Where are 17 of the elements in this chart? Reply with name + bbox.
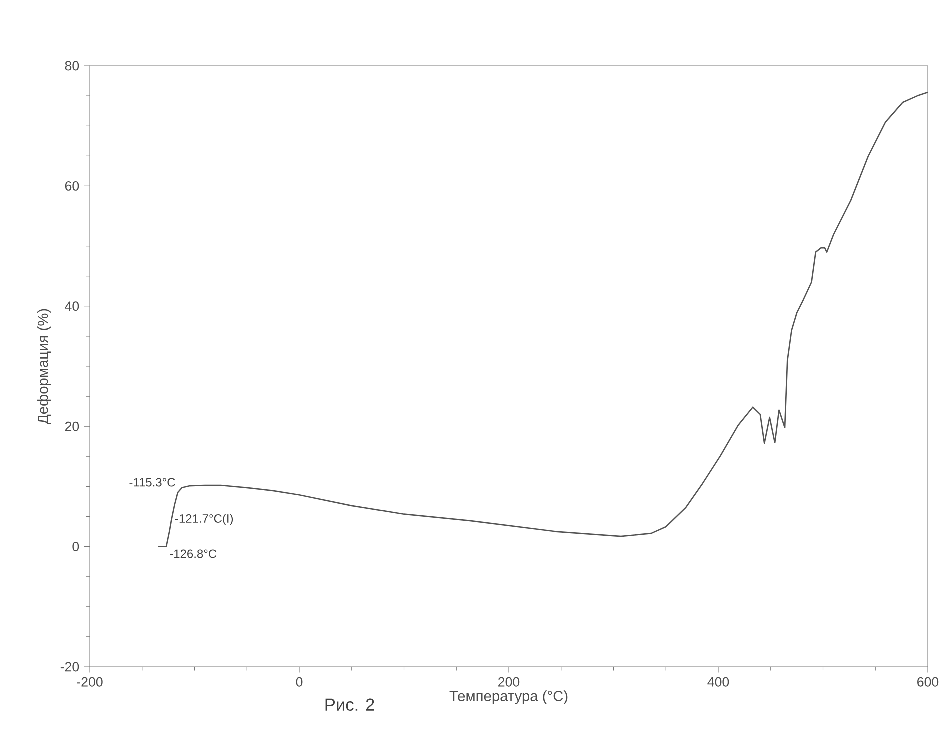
y-tick-label: 20 [65, 422, 80, 432]
y-axis-title: Деформация (%) [38, 309, 52, 424]
y-tick-label: -20 [60, 662, 80, 672]
x-axis-title: Температура (°C) [450, 690, 568, 704]
x-tick-label: 600 [918, 677, 939, 687]
text: Рис. 2 [326, 698, 374, 712]
y-tick-label: 60 [65, 181, 80, 191]
annotation: -126.8°C [170, 550, 217, 558]
y-tick-label: 80 [65, 61, 80, 71]
x-tick-label: 0 [296, 677, 303, 687]
x-tick-label: 200 [498, 677, 520, 687]
annotation: -121.7°C(I) [176, 514, 234, 526]
x-tick-label: 400 [708, 677, 730, 687]
y-tick-label: 0 [72, 542, 80, 552]
y-tick-label: 40 [65, 302, 80, 312]
annotation: -115.3°C [130, 478, 176, 487]
x-tick-label: -200 [77, 677, 103, 687]
